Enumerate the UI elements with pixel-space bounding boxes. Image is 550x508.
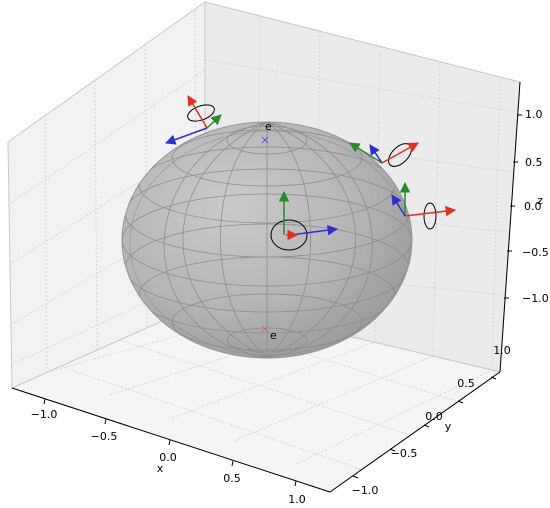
pole-label-top: e: [265, 120, 272, 133]
pole-label-bottom: e: [270, 329, 277, 342]
y-tick-labels: −1.0 −0.5 0.0 0.5 1.0 y: [352, 344, 511, 497]
y-tick-label: 0.5: [457, 377, 475, 390]
z-tick-label: −0.5: [522, 246, 549, 259]
x-tick-labels: −1.0 −0.5 0.0 0.5 1.0 x: [31, 408, 306, 506]
frame-right-x-vector: [404, 205, 457, 217]
frame-top-left-x-vector: [187, 95, 208, 129]
y-axis-line: [329, 371, 501, 493]
frame-upper-right-z-vector: [349, 142, 383, 164]
x-axis-label: x: [157, 462, 164, 475]
frame-top-left-ring: [187, 104, 215, 122]
z-tick-labels: −1.0 −0.5 0.0 0.5 1.0 z: [522, 108, 549, 305]
z-axis-line: [499, 81, 521, 373]
y-tick-label: 1.0: [493, 344, 511, 357]
z-axis-label: z: [537, 194, 543, 207]
y-tick-label: −0.5: [391, 447, 418, 460]
x-axis-line: [11, 387, 331, 493]
x-tick-label: −1.0: [31, 408, 58, 421]
frame-right: [391, 181, 457, 230]
pole-marker-top: [261, 136, 269, 144]
frame-upper-right-y-vector: [369, 144, 383, 164]
frame-front-ring: [270, 219, 308, 251]
z-tick-label: 0.5: [525, 156, 543, 169]
y-tick-label: −1.0: [352, 484, 379, 497]
frame-right-y-vector: [391, 194, 406, 217]
x-tick-label: 0.0: [159, 451, 177, 464]
y-tick-label: 0.0: [425, 410, 443, 423]
frame-top-left-y-vector: [165, 127, 208, 145]
z-tick-label: 1.0: [525, 108, 543, 121]
sphere-surface: [121, 121, 413, 359]
pole-marker-bottom: [261, 325, 269, 333]
z-tick-label: −1.0: [522, 292, 549, 305]
z-tick-label: 0.0: [524, 200, 542, 213]
y-axis-label: y: [445, 420, 452, 433]
axis-lines: [11, 81, 521, 493]
tick-marks: [43, 114, 522, 487]
pole-labels: e e: [261, 120, 277, 342]
x-tick-label: −0.5: [91, 430, 118, 443]
frame-upper-right-x-vector: [381, 142, 419, 164]
frame-top-left-z-vector: [206, 114, 222, 129]
frame-right-ring: [423, 202, 437, 230]
frame-front: [270, 190, 339, 251]
x-tick-label: 1.0: [288, 493, 306, 506]
frame-upper-right: [349, 142, 419, 167]
frame-top-left: [165, 95, 222, 145]
x-tick-label: 0.5: [223, 472, 241, 485]
